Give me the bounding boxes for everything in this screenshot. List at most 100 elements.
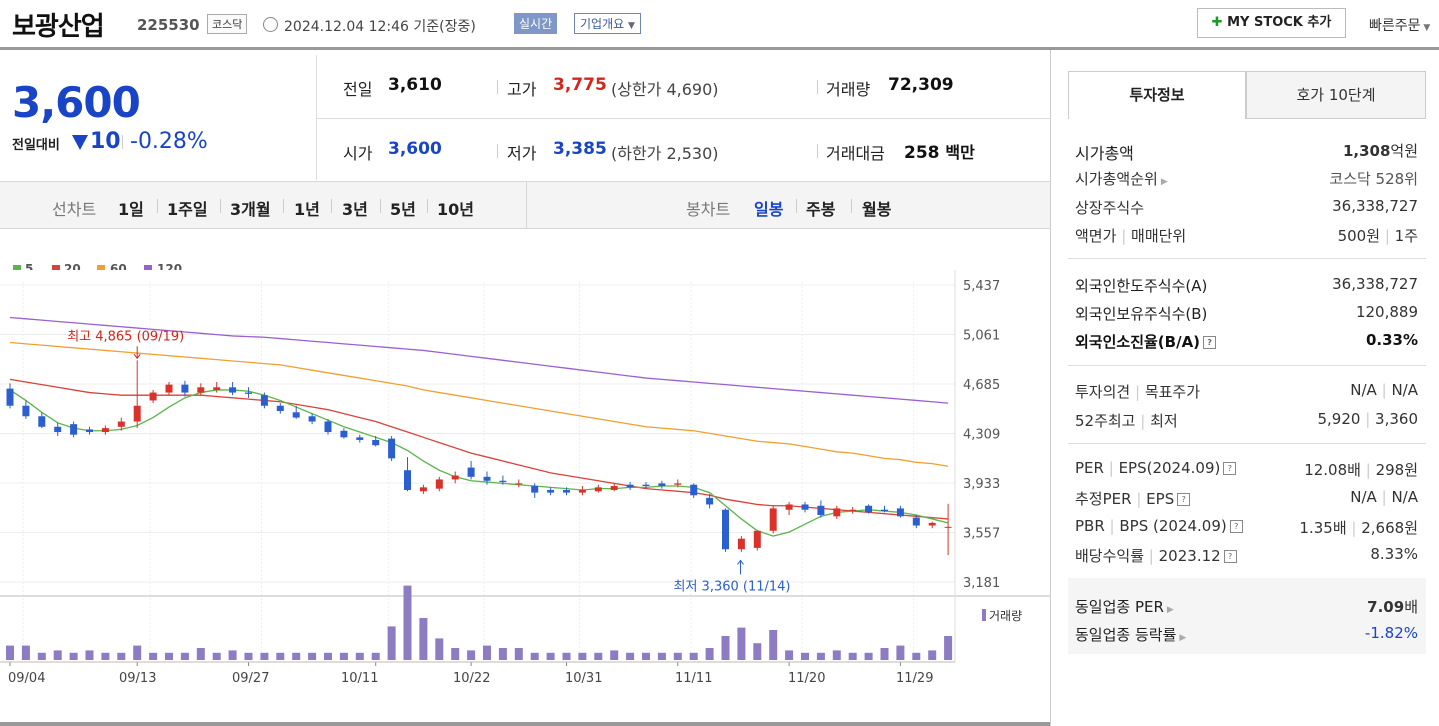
candle-body — [467, 467, 475, 477]
x-tick-label: 09/27 — [232, 671, 269, 686]
divider — [380, 199, 381, 213]
candle-body — [181, 384, 189, 393]
candle-weekly[interactable]: 주봉 — [806, 200, 836, 219]
quick-order-button[interactable]: 빠른주문 ▼ — [1369, 15, 1430, 35]
foreign-rate-value: 0.33% — [1365, 331, 1418, 349]
realtime-button[interactable]: 실시간 — [514, 13, 558, 34]
help-icon[interactable]: ? — [1223, 462, 1237, 475]
week52-labels: 52주최고 | 최저 — [1075, 410, 1178, 431]
pbr-values: 1.35배 | 2,668원 — [1299, 517, 1418, 538]
high-arrow-head — [133, 354, 141, 360]
candle-body — [642, 484, 650, 487]
divider: | — [1136, 490, 1142, 508]
company-overview-dropdown[interactable]: 기업개요 ▼ — [574, 13, 641, 34]
volume-bar — [165, 652, 173, 660]
candle-monthly[interactable]: 월봉 — [862, 200, 892, 219]
divider — [1068, 365, 1426, 366]
ma120-line — [9, 316, 949, 404]
candle-body — [324, 421, 332, 433]
stock-chart[interactable]: 5,437 5,061 4,685 4,309 3,933 3,557 3,181 최고 4,… — [0, 270, 1050, 722]
help-icon[interactable]: ? — [1229, 520, 1243, 533]
period-10y[interactable]: 10년 — [437, 200, 474, 219]
volume-bar — [117, 652, 126, 660]
volume-bar — [928, 650, 937, 660]
volume-bar — [896, 645, 905, 660]
foreign-limit-label: 외국인한도주식수(A) — [1075, 277, 1208, 295]
quote-datetime: 2024.12.04 12:46 — [284, 19, 409, 35]
divider: | — [1140, 412, 1146, 430]
tab-orderbook[interactable]: 호가 10단계 — [1246, 71, 1426, 119]
candle-body — [308, 416, 316, 422]
volume-bar — [371, 652, 380, 660]
volume-bar — [403, 585, 412, 660]
line-chart-label: 선차트 — [52, 200, 97, 219]
par-labels: 액면가 | 매매단위 — [1075, 225, 1186, 246]
tab-invest-info[interactable]: 투자정보 — [1068, 71, 1246, 119]
y-tick-label: 3,933 — [963, 477, 1000, 492]
candle-body — [372, 439, 380, 446]
volume-bar — [864, 652, 873, 660]
period-1d[interactable]: 1일 — [118, 200, 144, 219]
chart-toolbar: 선차트 1일 1주일 3개월 1년 3년 5년 10년 봉차트 일봉 주봉 월봉 — [0, 181, 1050, 229]
plus-icon: ✚ — [1211, 15, 1223, 30]
candle-daily[interactable]: 일봉 — [754, 200, 784, 219]
mcap-rank-text: 시가총액순위 — [1075, 170, 1158, 188]
change-label: 전일대비 — [12, 138, 60, 153]
foreign-rate-row: 외국인소진율(B/A)? 0.33% — [1075, 331, 1418, 351]
period-5y[interactable]: 5년 — [390, 200, 416, 219]
eps-value: 298원 — [1375, 461, 1418, 479]
chevron-right-icon: ▶ — [1160, 177, 1168, 187]
industry-rate-row[interactable]: 동일업종 등락률 ▶ -1.82% — [1075, 624, 1418, 644]
pbr-labels: PBR | BPS (2024.09)? — [1075, 517, 1243, 535]
opinion-labels: 투자의견 | 목표주가 — [1075, 381, 1200, 402]
period-1y[interactable]: 1년 — [294, 200, 320, 219]
clock-icon — [263, 17, 278, 32]
help-icon[interactable]: ? — [1223, 550, 1237, 563]
target-label: 목표주가 — [1144, 383, 1201, 401]
period-3m[interactable]: 3개월 — [230, 200, 271, 219]
bps-value: 2,668원 — [1361, 519, 1418, 537]
volume-bar — [483, 645, 491, 660]
mystock-add-button[interactable]: ✚ MY STOCK 추가 — [1197, 8, 1346, 38]
volume-bar — [705, 648, 714, 660]
volume-bar — [133, 645, 142, 660]
est-per-labels: 추정PER | EPS? — [1075, 488, 1191, 509]
industry-per-row[interactable]: 동일업종 PER ▶ 7.09배 — [1075, 596, 1418, 616]
volume-bar — [880, 648, 889, 660]
candle-body — [165, 384, 173, 393]
pbr-row: PBR | BPS (2024.09)? 1.35배 | 2,668원 — [1075, 517, 1418, 537]
help-icon[interactable]: ? — [1203, 336, 1217, 349]
volume-bar — [737, 627, 746, 660]
divider — [497, 80, 498, 94]
open-label: 시가 — [343, 144, 373, 163]
foreign-hold-label: 외국인보유주식수(B) — [1075, 305, 1208, 323]
volume-bar — [689, 652, 698, 660]
period-1w[interactable]: 1주일 — [167, 200, 208, 219]
divider — [817, 80, 818, 94]
volume-bar — [848, 652, 857, 660]
divider — [122, 135, 123, 149]
candle-body — [928, 522, 936, 526]
pbr-label: PBR — [1075, 517, 1105, 535]
candle-body — [388, 438, 396, 459]
low-arrow-head — [737, 559, 744, 565]
opinion-value: N/A — [1350, 381, 1377, 399]
industry-per-number: 7.09 — [1367, 598, 1405, 616]
volume-bar — [832, 650, 841, 660]
candle-body — [260, 395, 268, 406]
help-icon[interactable]: ? — [1177, 493, 1191, 506]
dividend-labels: 배당수익률 | 2023.12? — [1075, 545, 1237, 566]
mcap-unit: 억원 — [1390, 142, 1418, 160]
x-tick-label: 11/20 — [788, 671, 825, 686]
period-3y[interactable]: 3년 — [342, 200, 368, 219]
divider — [817, 144, 818, 158]
mcap-rank-label: 시가총액순위 ▶ — [1075, 168, 1168, 189]
candle-body — [610, 486, 618, 490]
lower-limit: (하한가 2,530) — [611, 144, 719, 163]
volume-bar — [721, 636, 730, 660]
x-tick-label: 09/13 — [119, 671, 156, 686]
par-row: 액면가 | 매매단위 500원 | 1주 — [1075, 225, 1418, 245]
candle-body — [594, 487, 602, 492]
volume-bar — [69, 652, 78, 660]
mcap-rank-row[interactable]: 시가총액순위 ▶ 코스닥 528위 — [1075, 168, 1418, 188]
